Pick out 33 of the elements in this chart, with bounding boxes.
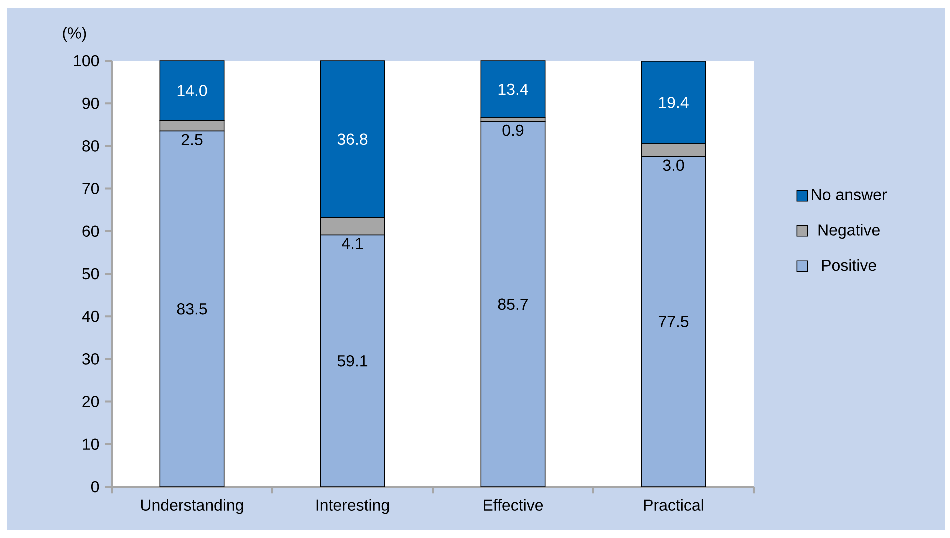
data-label: 19.4: [659, 97, 689, 108]
data-label: 0.9: [502, 124, 524, 136]
y-tick-label: 30: [82, 354, 100, 365]
data-label: 77.5: [658, 316, 689, 328]
y-tick-label: 90: [82, 98, 100, 110]
data-label: 13.4: [498, 84, 528, 96]
x-tick-label: Interesting: [316, 499, 390, 514]
y-tick-label: 10: [83, 438, 100, 450]
x-tick-label: Effective: [484, 499, 544, 511]
x-tick-label: Understanding: [141, 499, 244, 514]
data-label: 4.1: [342, 238, 364, 250]
y-axis-title: (%): [63, 27, 86, 42]
data-label: 36.8: [338, 134, 368, 146]
legend-label: Negative: [818, 224, 880, 240]
y-tick-label: 0: [91, 481, 100, 493]
y-tick-label: 20: [82, 396, 100, 408]
data-label: 59.1: [338, 355, 368, 367]
y-tick-label: 40: [82, 310, 100, 322]
y-tick-label: 60: [82, 226, 100, 238]
data-label: 3.0: [663, 160, 684, 172]
data-label: 2.5: [182, 134, 203, 146]
x-tick-label: Practical: [644, 499, 704, 511]
data-label: 85.7: [498, 298, 528, 310]
y-tick-label: 50: [82, 268, 100, 280]
data-label: 14.0: [178, 85, 208, 96]
y-tick-label: 80: [82, 140, 100, 152]
legend-label: No answer: [812, 189, 888, 201]
bar: [480, 60, 546, 118]
legend-label: Positive: [822, 259, 876, 272]
y-tick-label: 70: [82, 183, 100, 194]
data-label: 83.5: [177, 303, 208, 315]
y-tick-label: 100: [74, 55, 100, 67]
bar: [480, 122, 546, 488]
